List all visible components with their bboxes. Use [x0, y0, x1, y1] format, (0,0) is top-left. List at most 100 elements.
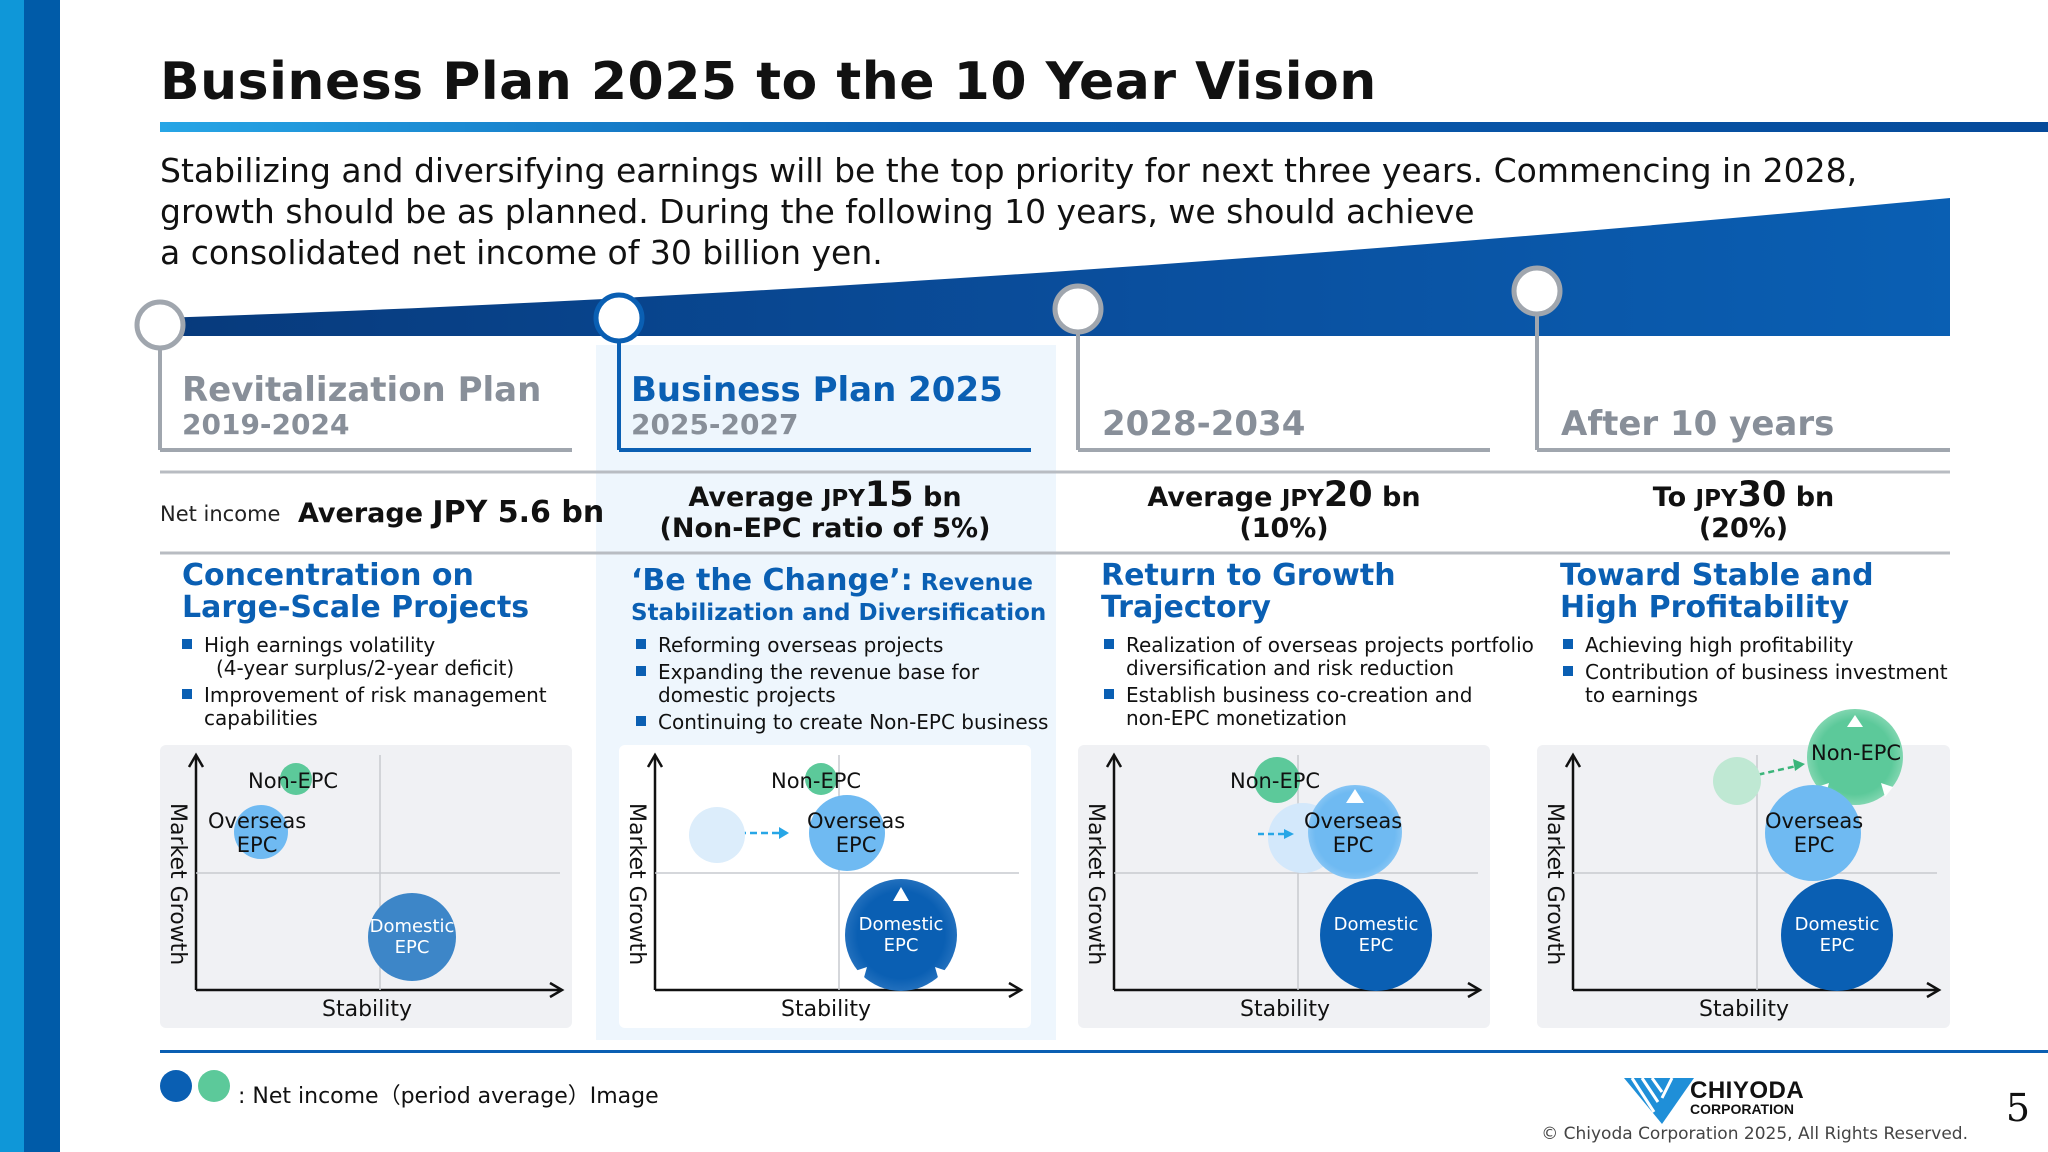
- overseas-epc-bubble: [809, 795, 885, 871]
- overseas-epc-bubble: [1765, 785, 1861, 881]
- y-axis-label: Market Growth: [1542, 803, 1567, 966]
- y-axis-label: Market Growth: [624, 803, 649, 966]
- phase-1-label: Revitalization Plan 2019-2024: [182, 370, 541, 441]
- phase-4-years: After 10 years: [1561, 404, 1835, 444]
- phase-4-income-note: (20%): [1698, 513, 1789, 544]
- phase-4-income-prefix: To: [1652, 482, 1696, 513]
- phase-4-income-value: 30: [1737, 475, 1787, 515]
- bullet-item: Improvement of risk management capabiliti…: [182, 684, 547, 730]
- phase-1-name: Revitalization Plan: [182, 370, 542, 410]
- non-epc-label: Non-EPC: [1230, 769, 1321, 793]
- bullet-item: Achieving high profitability: [1563, 634, 1948, 657]
- phase-2-income-unit: JPY: [822, 486, 865, 512]
- chart-3-axes: [1105, 752, 1483, 999]
- domestic-epc-bubble: Domestic EPC: [368, 893, 456, 981]
- copyright: © Chiyoda Corporation 2025, All Rights R…: [1541, 1124, 1968, 1144]
- phase-3-income: Average JPY20 bn (10%): [1078, 478, 1490, 544]
- bubble-chart-2: Domestic EPC Non-EPC Overseas EPC Stabilit…: [619, 745, 1031, 1028]
- bullet-item: Continuing to create Non-EPC business: [636, 711, 1048, 734]
- phase-2-label: Business Plan 2025 2025-2027: [631, 370, 1003, 441]
- overseas-epc-label: Overseas EPC: [208, 809, 307, 857]
- bullet-item: Expanding the revenue base for domestic p…: [636, 661, 1048, 707]
- y-axis-label: Market Growth: [165, 803, 190, 966]
- phase-1-heading: Concentration on Large-Scale Projects: [182, 560, 529, 624]
- phase-2-income-prefix: Average: [688, 482, 823, 513]
- milestone-circle-3: [1052, 283, 1104, 335]
- milestone-circle-1: [134, 299, 186, 351]
- phase-1-income-prefix: Average: [298, 498, 433, 529]
- phase-3-income-suffix: bn: [1372, 482, 1421, 513]
- growth-arrow: [1258, 829, 1294, 839]
- page-title: Business Plan 2025 to the 10 Year Vision: [160, 52, 1377, 112]
- phase-3-label: 2028-2034: [1102, 404, 1305, 444]
- non-epc-bubble: [805, 763, 837, 795]
- phase-4-label: After 10 years: [1561, 404, 1834, 444]
- bubble-chart-4: Domestic EPC Non-EPC Overseas EPC Stabilit…: [1537, 709, 1950, 1028]
- phase-4-bullets: Achieving high profitability Contributio…: [1563, 634, 1948, 711]
- phase-2-income-value: 15: [864, 475, 914, 515]
- non-epc-bubble: [280, 763, 312, 795]
- phase-3-income-note: (10%): [1239, 513, 1329, 544]
- domestic-epc-bubble: Domestic EPC: [1781, 879, 1893, 991]
- milestone-circle-2: [593, 292, 645, 344]
- overseas-epc-bubble: [234, 805, 288, 859]
- bubble-chart-1: Domestic EPC Non-EPC Overseas EPC Stabilit…: [160, 745, 572, 1028]
- logo-text: CHIYODA CORPORATION: [1690, 1077, 1805, 1117]
- phase-2-bullets: Reforming overseas projects Expanding th…: [636, 634, 1048, 738]
- phase-4-heading-line-2: High Profitability: [1560, 590, 1850, 625]
- bullet-item: Establish business co-creation and non-EP…: [1104, 684, 1534, 730]
- phase-2-heading-line-1b: Revenue: [912, 570, 1033, 596]
- legend-text: : Net income（period average）Image: [238, 1084, 659, 1109]
- phase-4-heading: Toward Stable and High Profitability: [1560, 560, 1874, 624]
- bubble-chart-3: Domestic EPC Non-EPC Overseas EPC Stabilit…: [1078, 745, 1490, 1028]
- overseas-epc-ghost-bubble: [689, 807, 745, 863]
- phase-3-bullets: Realization of overseas projects portfol…: [1104, 634, 1534, 734]
- domestic-epc-bubble: Domestic EPC: [1320, 879, 1432, 991]
- phase-3-income-unit: JPY: [1281, 486, 1324, 512]
- phase-1-heading-line-1: Concentration on: [182, 558, 474, 593]
- phase-4-income-suffix: bn: [1786, 482, 1835, 513]
- bullet-item: Reforming overseas projects: [636, 634, 1048, 657]
- phase-3-heading-line-2: Trajectory: [1101, 590, 1271, 625]
- bullet-item: Contribution of business investment to ea…: [1563, 661, 1948, 707]
- phase-4-income: To JPY30 bn (20%): [1537, 478, 1950, 544]
- phase-3-heading: Return to Growth Trajectory: [1101, 560, 1396, 624]
- chart-1-axes: [187, 752, 565, 999]
- phase-2-name: Business Plan 2025: [631, 370, 1003, 410]
- legend-dot-blue: [160, 1070, 192, 1102]
- phase-3-income-prefix: Average: [1147, 482, 1282, 513]
- phase-2-income: Average JPY15 bn (Non-EPC ratio of 5%): [619, 478, 1031, 544]
- phase-3-heading-line-1: Return to Growth: [1101, 558, 1396, 593]
- phase-1-income-value: 5.6: [497, 495, 551, 530]
- non-epc-label: Non-EPC: [248, 769, 339, 793]
- x-axis-label: Stability: [781, 997, 872, 1022]
- left-accent-bar-dark: [24, 0, 60, 1152]
- intro-text: Stabilizing and diversifying earnings wi…: [160, 150, 1920, 273]
- phase-4-heading-line-1: Toward Stable and: [1560, 558, 1874, 593]
- phase-2-heading-line-1: ‘Be the Change’:: [631, 563, 913, 598]
- intro-line-3: a consolidated net income of 30 billion …: [160, 233, 883, 272]
- phase-1-heading-line-2: Large-Scale Projects: [182, 590, 530, 625]
- non-epc-ghost-bubble: [1713, 757, 1761, 805]
- bullet-item: High earnings volatility (4-year surplus/…: [182, 634, 547, 680]
- intro-line-2: growth should be as planned. During the …: [160, 192, 1475, 231]
- growth-triangles: [855, 887, 947, 981]
- phase-2-heading: ‘Be the Change’: Revenue Stabilization a…: [631, 565, 1046, 627]
- phase-2-years: 2025-2027: [631, 408, 799, 441]
- logo-text-line-2: CORPORATION: [1690, 1101, 1794, 1117]
- y-axis-label: Market Growth: [1083, 803, 1108, 966]
- x-axis-label: Stability: [1699, 997, 1790, 1022]
- overseas-epc-label: Overseas EPC: [1765, 809, 1864, 857]
- legend-dot-green: [198, 1070, 230, 1102]
- logo-text-line-1: CHIYODA: [1690, 1077, 1805, 1104]
- phase-2-income-suffix: bn: [913, 482, 962, 513]
- phase-1-income-suffix: bn: [550, 495, 605, 530]
- x-axis-label: Stability: [1240, 997, 1331, 1022]
- phase-1-bullets: High earnings volatility (4-year surplus/…: [182, 634, 547, 734]
- overseas-epc-label: Overseas EPC: [1304, 809, 1403, 857]
- phase-4-income-unit: JPY: [1695, 486, 1738, 512]
- phase-3-years: 2028-2034: [1102, 404, 1306, 444]
- bullet-item: Realization of overseas projects portfol…: [1104, 634, 1534, 680]
- phase-2-income-note: (Non-EPC ratio of 5%): [659, 513, 991, 544]
